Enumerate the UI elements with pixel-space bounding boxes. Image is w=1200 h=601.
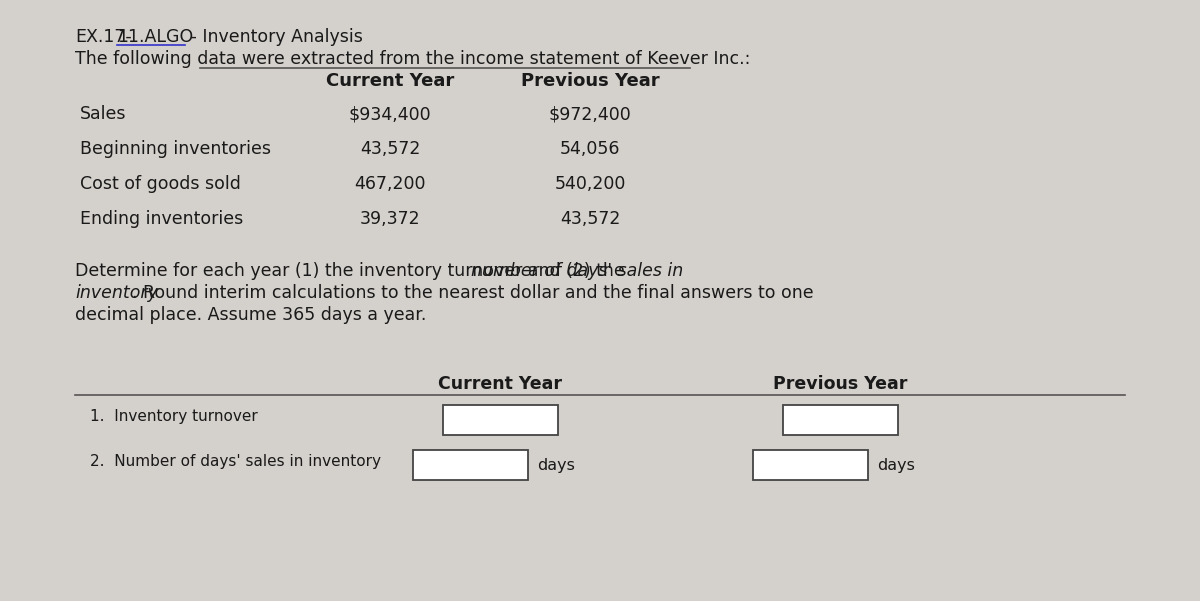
Text: Previous Year: Previous Year [773, 375, 907, 393]
Text: Cost of goods sold: Cost of goods sold [80, 175, 241, 193]
FancyBboxPatch shape [782, 405, 898, 435]
Text: $934,400: $934,400 [349, 105, 431, 123]
Text: decimal place. Assume 365 days a year.: decimal place. Assume 365 days a year. [74, 306, 426, 324]
FancyBboxPatch shape [443, 405, 558, 435]
Text: 2.  Number of days' sales in inventory: 2. Number of days' sales in inventory [90, 454, 382, 469]
FancyBboxPatch shape [752, 450, 868, 480]
Text: Current Year: Current Year [438, 375, 562, 393]
Text: 43,572: 43,572 [360, 140, 420, 158]
Text: 540,200: 540,200 [554, 175, 625, 193]
Text: 54,056: 54,056 [559, 140, 620, 158]
Text: - Inventory Analysis: - Inventory Analysis [185, 28, 362, 46]
Text: Previous Year: Previous Year [521, 72, 659, 90]
Text: Sales: Sales [80, 105, 126, 123]
Text: 1.  Inventory turnover: 1. Inventory turnover [90, 409, 258, 424]
Text: 467,200: 467,200 [354, 175, 426, 193]
Text: EX.17-: EX.17- [74, 28, 132, 46]
Text: Ending inventories: Ending inventories [80, 210, 244, 228]
Text: number of days' sales in: number of days' sales in [470, 262, 683, 280]
Text: days: days [538, 458, 575, 473]
Text: 39,372: 39,372 [360, 210, 420, 228]
Text: 43,572: 43,572 [560, 210, 620, 228]
Text: Determine for each year (1) the inventory turnover and (2) the: Determine for each year (1) the inventor… [74, 262, 630, 280]
Text: days: days [877, 458, 916, 473]
Text: inventory: inventory [74, 284, 157, 302]
FancyBboxPatch shape [413, 450, 528, 480]
Text: $972,400: $972,400 [548, 105, 631, 123]
Text: Current Year: Current Year [326, 72, 454, 90]
Text: The following data were extracted from the income statement of Keever Inc.:: The following data were extracted from t… [74, 50, 750, 68]
Text: 11.ALGO: 11.ALGO [118, 28, 193, 46]
Text: . Round interim calculations to the nearest dollar and the final answers to one: . Round interim calculations to the near… [132, 284, 814, 302]
Text: Beginning inventories: Beginning inventories [80, 140, 271, 158]
